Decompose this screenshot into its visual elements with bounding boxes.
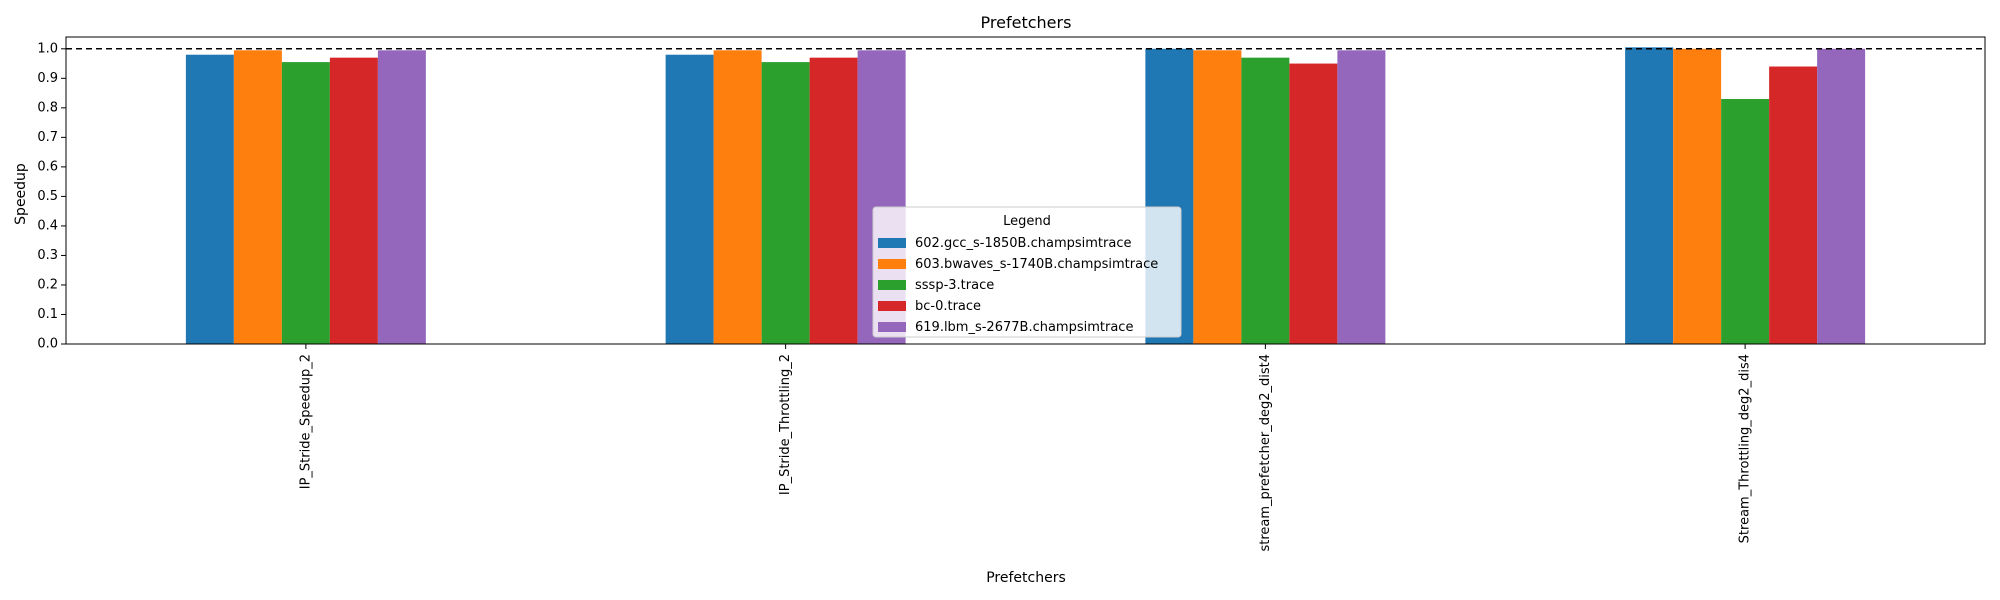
bar-4-1 (329, 57, 378, 345)
legend-box (872, 206, 1182, 338)
bar-2-1 (233, 50, 282, 344)
y-tick-label: 0.0 (37, 337, 58, 352)
legend-entry-4: bc-0.trace (915, 299, 981, 314)
bar-2-2 (713, 50, 762, 344)
bar-5-3 (1337, 50, 1386, 344)
x-tick-label: Stream_Throttling_deg2_dis4 (1738, 354, 1753, 543)
legend-swatch-3 (878, 280, 906, 290)
y-tick-label: 0.3 (37, 248, 58, 263)
bar-5-1 (377, 50, 426, 344)
bar-4-4 (1769, 66, 1818, 345)
y-tick-label: 0.2 (37, 277, 58, 292)
y-tick-label: 0.6 (37, 159, 58, 174)
legend-title: Legend (1003, 214, 1051, 229)
legend: Legend 602.gcc_s-1850B.champsimtrace 603.b… (872, 206, 1182, 338)
legend-swatch-1 (878, 238, 906, 248)
bar-3-2 (761, 62, 810, 345)
x-tick-label: IP_Stride_Throttling_2 (778, 354, 793, 495)
legend-swatch-5 (878, 322, 906, 332)
bar-2-3 (1193, 50, 1242, 344)
plot-area: IP_Stride_Speedup_2 IP_Stride_Throttling_… (37, 36, 1986, 552)
bar-3-3 (1241, 57, 1290, 345)
plot-frame (65, 36, 1986, 345)
x-tick-label: stream_prefetcher_deg2_dist4 (1258, 354, 1273, 552)
bar-2-4 (1673, 48, 1722, 345)
y-tick-label: 0.4 (37, 218, 58, 233)
x-axis-label: Prefetchers (986, 570, 1066, 586)
legend-entry-5: 619.lbm_s-2677B.champsimtrace (915, 320, 1133, 335)
bar-4-3 (1289, 63, 1338, 344)
bar-3-1 (281, 62, 330, 345)
bar-1-1 (185, 54, 234, 344)
bar-1-4 (1625, 47, 1674, 345)
legend-swatch-4 (878, 301, 906, 311)
chart-title: Prefetchers (981, 13, 1072, 32)
bar-5-4 (1817, 48, 1866, 345)
y-axis-label: Speedup (13, 163, 29, 225)
legend-entry-3: sssp-3.trace (915, 278, 994, 293)
bar-4-2 (809, 57, 858, 345)
y-tick-label: 1.0 (37, 41, 58, 56)
legend-entry-1: 602.gcc_s-1850B.champsimtrace (915, 236, 1131, 251)
bar-1-2 (665, 54, 714, 344)
y-tick-label: 0.1 (37, 307, 58, 322)
bar-3-4 (1721, 98, 1770, 344)
y-tick-label: 0.8 (37, 100, 58, 115)
y-tick-label: 0.7 (37, 130, 58, 145)
y-tick-label: 0.5 (37, 189, 58, 204)
legend-entry-2: 603.bwaves_s-1740B.champsimtrace (915, 257, 1158, 272)
y-tick-label: 0.9 (37, 71, 58, 86)
legend-swatch-2 (878, 259, 906, 269)
x-tick-label: IP_Stride_Speedup_2 (298, 354, 313, 489)
